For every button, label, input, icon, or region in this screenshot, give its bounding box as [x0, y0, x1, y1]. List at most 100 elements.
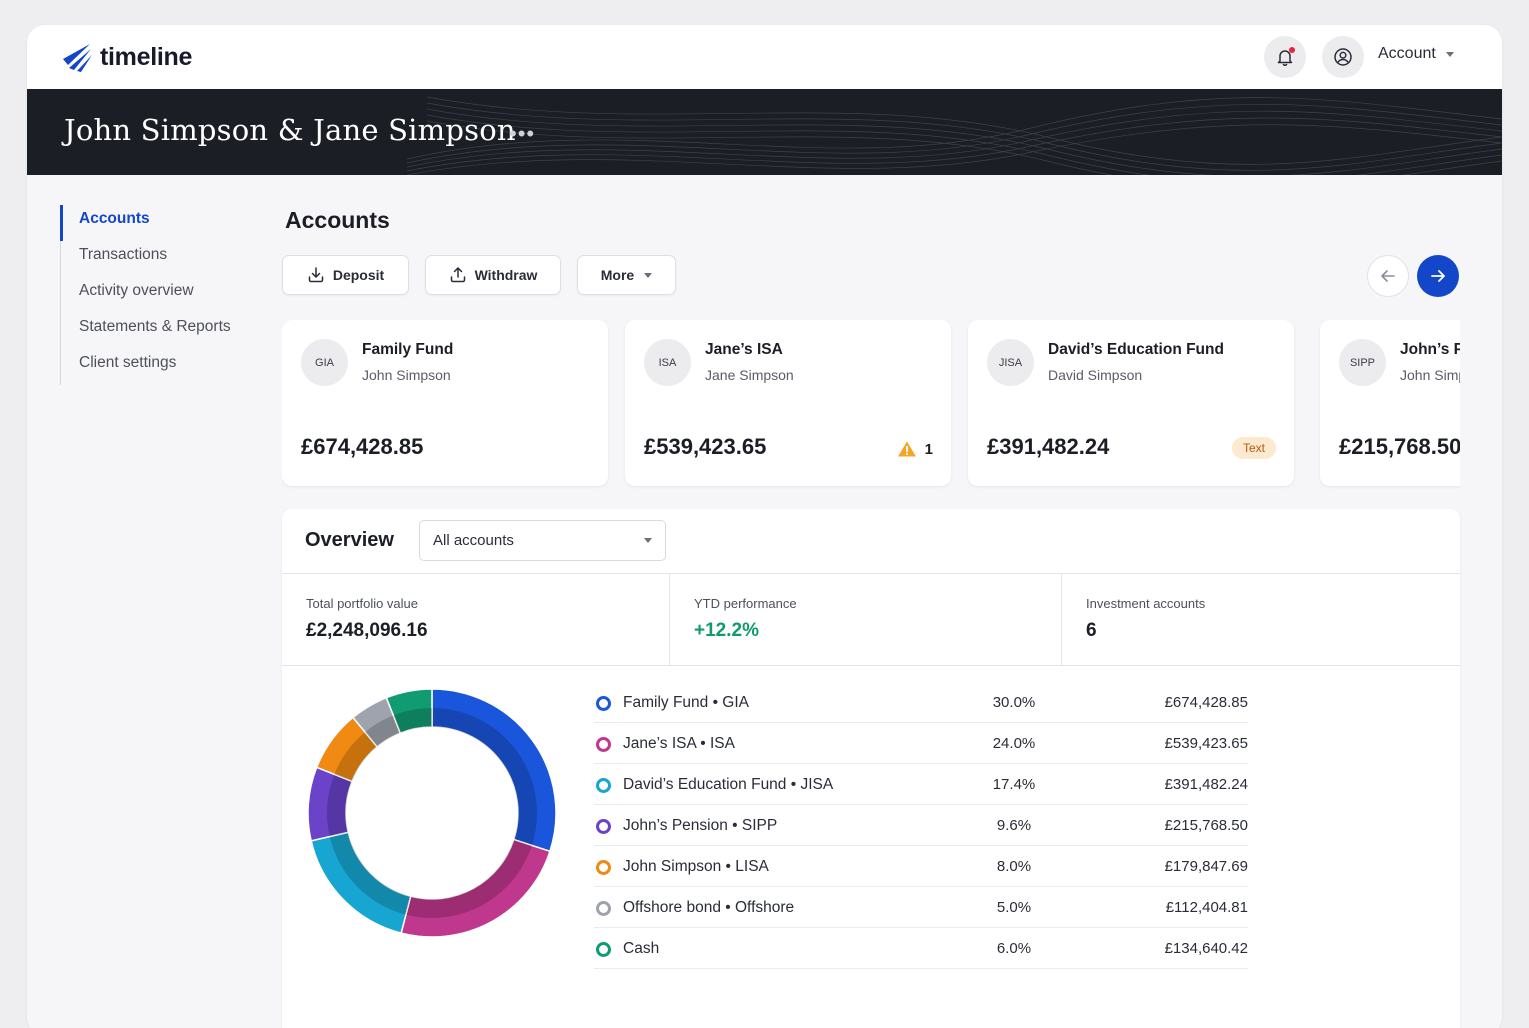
client-name: John Simpson & Jane Simpson [64, 113, 516, 147]
allocation-donut-chart [308, 689, 556, 937]
sidebar-item-transactions[interactable]: Transactions [60, 241, 260, 277]
notifications-button[interactable] [1264, 36, 1306, 78]
legend-ring-icon [596, 737, 611, 752]
sidebar-nav: Accounts Transactions Activity overview … [60, 205, 260, 385]
timeline-logo-icon [63, 44, 92, 72]
account-type-badge: ISA [644, 339, 691, 386]
user-icon [1334, 48, 1352, 66]
page-title: Accounts [285, 207, 390, 233]
account-card-janes-isa[interactable]: ISA Jane’s ISA Jane Simpson £539,423.65 … [625, 320, 951, 486]
more-actions-label: More [600, 267, 635, 283]
donut-slice-inner-band [334, 732, 378, 782]
overview-stats: Total portfolio value £2,248,096.16 YTD … [282, 573, 1460, 666]
donut-slice-inner-band [327, 774, 353, 837]
breakdown-name: John’s Pension • SIPP [623, 817, 778, 834]
donut-slice-inner-band [405, 839, 532, 918]
sidebar-item-statements-reports[interactable]: Statements & Reports [60, 313, 260, 349]
account-owner: Jane Simpson [705, 367, 794, 383]
breakdown-value: £391,482.24 [1164, 776, 1248, 793]
account-type-badge: SIPP [1339, 339, 1386, 386]
warning-count: 1 [924, 440, 933, 458]
chevron-down-icon [644, 538, 652, 543]
account-menu[interactable]: Account [1378, 45, 1454, 63]
donut-slice[interactable] [431, 689, 556, 853]
stat-value: 6 [1086, 620, 1097, 641]
stat-label: YTD performance [694, 596, 797, 611]
account-name: David’s Education Fund [1048, 341, 1224, 358]
stat-total-portfolio: Total portfolio value £2,248,096.16 [282, 574, 670, 665]
banner-wave-pattern [406, 96, 1502, 175]
breakdown-row[interactable]: Jane’s ISA • ISA 24.0% £539,423.65 [594, 723, 1248, 764]
account-filter-value: All accounts [433, 532, 514, 549]
account-owner: John Simpson [362, 367, 451, 383]
account-tag: Text [1231, 437, 1276, 459]
donut-slice-inner-band [393, 708, 432, 734]
bell-icon [1277, 50, 1293, 66]
sidebar-item-activity-overview[interactable]: Activity overview [60, 277, 260, 313]
legend-ring-icon [596, 819, 611, 834]
cards-next-button[interactable] [1417, 255, 1459, 297]
breakdown-row[interactable]: Cash 6.0% £134,640.42 [594, 928, 1248, 969]
notification-dot [1289, 47, 1295, 53]
account-type-badge: JISA [987, 339, 1034, 386]
breakdown-row[interactable]: Family Fund • GIA 30.0% £674,428.85 [594, 682, 1248, 723]
breakdown-value: £215,768.50 [1164, 817, 1248, 834]
logo-text: timeline [100, 42, 193, 71]
app-window: timeline Account [27, 25, 1502, 1028]
account-value: £391,482.24 [987, 434, 1110, 459]
stat-value: +12.2% [694, 620, 759, 641]
donut-slice-inner-band [432, 708, 537, 846]
account-value: £215,768.50 [1339, 434, 1460, 459]
breakdown-percent: 24.0% [992, 735, 1036, 752]
breakdown-row[interactable]: John Simpson • LISA 8.0% £179,847.69 [594, 846, 1248, 887]
breakdown-value: £134,640.42 [1164, 940, 1248, 957]
account-filter-select[interactable]: All accounts [419, 520, 666, 561]
withdraw-button[interactable]: Withdraw [425, 255, 561, 295]
sidebar-item-client-settings[interactable]: Client settings [60, 349, 260, 385]
breakdown-row[interactable]: Offshore bond • Offshore 5.0% £112,404.81 [594, 887, 1248, 928]
account-card-davids-education-fund[interactable]: JISA David’s Education Fund David Simpso… [968, 320, 1294, 486]
arrow-left-icon [1381, 270, 1395, 282]
chevron-down-icon [644, 272, 653, 278]
account-name: Jane’s ISA [705, 341, 783, 358]
breakdown-percent: 30.0% [992, 694, 1036, 711]
donut-slice[interactable] [385, 689, 433, 735]
top-bar: timeline Account [27, 25, 1502, 89]
sidebar-item-accounts[interactable]: Accounts [60, 205, 260, 241]
more-actions-button[interactable]: More [577, 255, 676, 295]
account-name: John’s Pension [1400, 341, 1460, 358]
overview-panel: Overview All accounts Total portfolio va… [282, 509, 1460, 1028]
user-avatar-button[interactable] [1322, 36, 1364, 78]
breakdown-name: Family Fund • GIA [623, 694, 750, 711]
download-icon [308, 267, 324, 283]
breakdown-value: £179,847.69 [1164, 858, 1248, 875]
account-owner: John Simpson [1400, 367, 1460, 383]
legend-ring-icon [596, 901, 611, 916]
chevron-down-icon [1445, 51, 1454, 57]
breakdown-row[interactable]: John’s Pension • SIPP 9.6% £215,768.50 [594, 805, 1248, 846]
cards-previous-button[interactable] [1367, 255, 1409, 297]
breakdown-name: Jane’s ISA • ISA [623, 735, 735, 752]
legend-ring-icon [596, 696, 611, 711]
deposit-button[interactable]: Deposit [282, 255, 409, 295]
breakdown-name: Offshore bond • Offshore [623, 899, 795, 916]
legend-ring-icon [596, 778, 611, 793]
client-banner: John Simpson & Jane Simpson ••• [27, 89, 1502, 175]
legend-ring-icon [596, 942, 611, 957]
account-name: Family Fund [362, 341, 454, 358]
client-more-button[interactable]: ••• [509, 121, 536, 146]
upload-icon [450, 267, 465, 283]
donut-slice-inner-band [365, 715, 401, 747]
account-card-johns-pension[interactable]: SIPP John’s Pension John Simpson £215,76… [1320, 320, 1460, 486]
account-warning[interactable]: 1 [897, 440, 933, 458]
overview-title: Overview [305, 529, 394, 551]
breakdown-row[interactable]: David’s Education Fund • JISA 17.4% £391,4… [594, 764, 1248, 805]
stat-label: Investment accounts [1086, 596, 1206, 611]
breakdown-percent: 8.0% [996, 858, 1032, 875]
withdraw-button-label: Withdraw [474, 267, 538, 283]
logo[interactable]: timeline [60, 41, 192, 73]
account-cards-carousel: GIA Family Fund John Simpson £674,428.85… [282, 320, 1460, 490]
allocation-breakdown-list: Family Fund • GIA 30.0% £674,428.85 Jane’s … [594, 682, 1248, 969]
account-card-family-fund[interactable]: GIA Family Fund John Simpson £674,428.85 [282, 320, 608, 486]
breakdown-percent: 5.0% [996, 899, 1032, 916]
